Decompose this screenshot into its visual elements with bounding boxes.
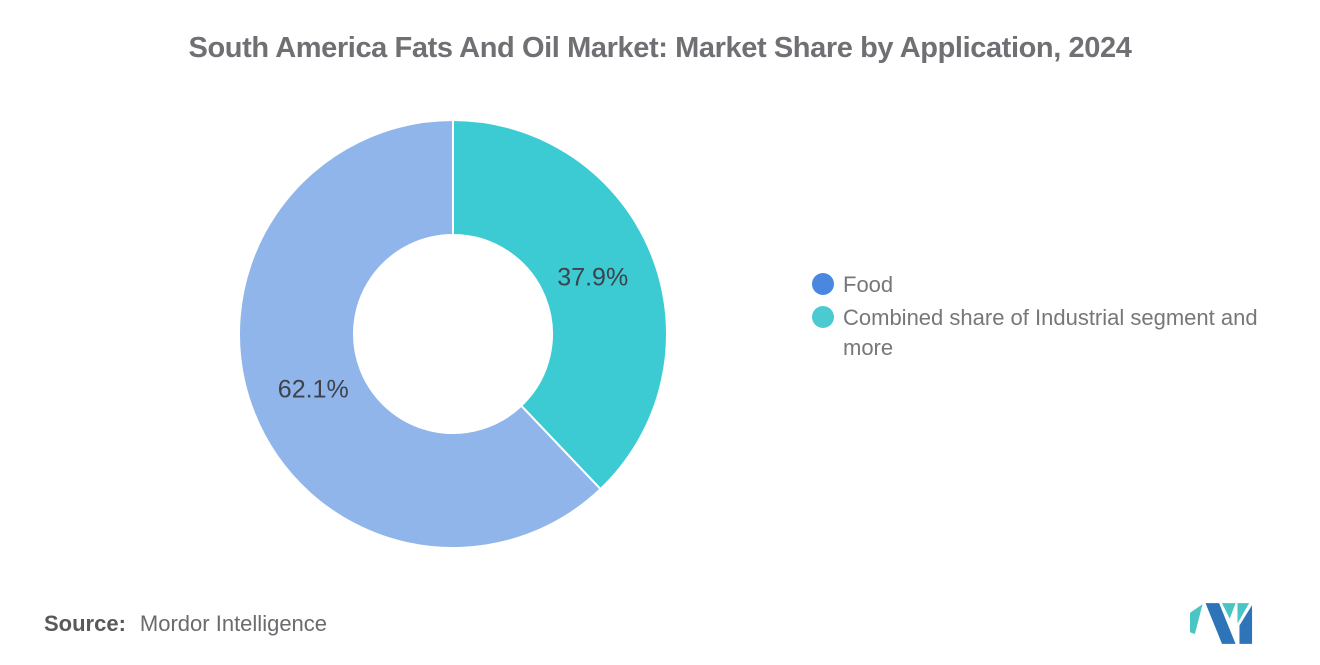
logo-teal-middle-triangle: [1222, 603, 1236, 619]
donut-chart: 37.9% 62.1%: [238, 119, 668, 549]
legend-label-food: Food: [843, 272, 894, 297]
logo-blue-main-diagonal: [1205, 603, 1236, 644]
legend-item-industrial: Combined share of Industrial segment and…: [812, 303, 1267, 363]
legend-label-industrial: Combined share of Industrial segment and…: [843, 305, 1258, 360]
chart-legend: Food Combined share of Industrial segmen…: [812, 270, 1267, 366]
chart-title: South America Fats And Oil Market: Marke…: [188, 32, 1132, 64]
legend-dot-industrial: [812, 306, 834, 328]
source-label: Source:: [44, 611, 126, 636]
logo-blue-right-bar: [1239, 605, 1253, 644]
slice-label-combined-share-of-industrial-segment-and-more: 37.9%: [557, 263, 629, 292]
donut-chart-svg: [238, 119, 668, 549]
pie-slice-combined-share-of-industrial-segment-and-more: [452, 119, 668, 491]
source-value: Mordor Intelligence: [139, 611, 328, 636]
mordor-intelligence-logo: [1190, 603, 1253, 644]
slice-label-food: 62.1%: [277, 375, 349, 404]
source-attribution: Source: Mordor Intelligence: [44, 611, 327, 637]
legend-item-food: Food: [812, 270, 1267, 300]
legend-dot-food: [812, 273, 834, 295]
logo-teal-left-wedge: [1190, 604, 1203, 635]
pie-slice-food: [238, 119, 602, 549]
